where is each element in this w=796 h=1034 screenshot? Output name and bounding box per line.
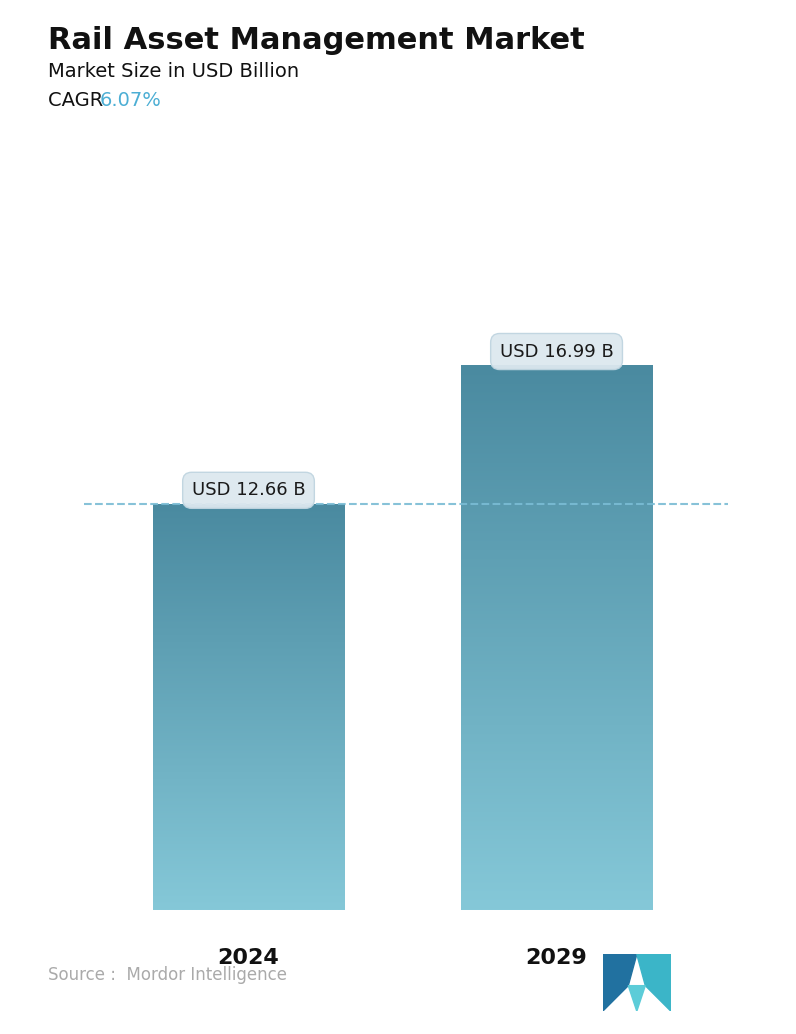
Text: Rail Asset Management Market: Rail Asset Management Market bbox=[48, 26, 584, 55]
Text: 2024: 2024 bbox=[217, 948, 279, 969]
Text: USD 12.66 B: USD 12.66 B bbox=[192, 481, 306, 499]
Polygon shape bbox=[603, 954, 628, 1011]
Polygon shape bbox=[628, 985, 646, 1011]
Text: 2029: 2029 bbox=[525, 948, 587, 969]
Text: Market Size in USD Billion: Market Size in USD Billion bbox=[48, 62, 298, 81]
Text: CAGR: CAGR bbox=[48, 91, 109, 110]
Polygon shape bbox=[603, 954, 637, 985]
Text: Source :  Mordor Intelligence: Source : Mordor Intelligence bbox=[48, 967, 287, 984]
Text: 6.07%: 6.07% bbox=[100, 91, 162, 110]
Polygon shape bbox=[637, 954, 671, 985]
Polygon shape bbox=[646, 954, 671, 1011]
Text: USD 16.99 B: USD 16.99 B bbox=[500, 342, 614, 361]
